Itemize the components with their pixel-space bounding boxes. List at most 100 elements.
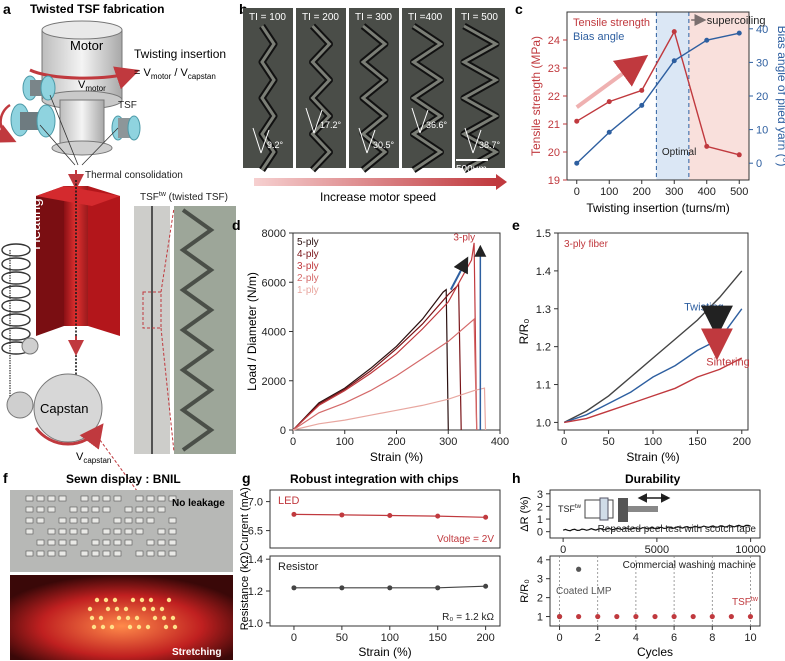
panel-g: g Robust integration with chips 7.0 6.5 LE… [239, 470, 501, 659]
y-bottom-tick-label: 1.0 [248, 618, 263, 630]
y-top-tick-label: 6.5 [248, 526, 263, 538]
twisted-tsf-micrograph: TSFtw (twisted TSF) [99, 191, 236, 496]
series-5-ply [292, 288, 449, 431]
bias-angle-point [736, 30, 742, 36]
tensile-strength-point [736, 152, 742, 158]
led-chip [102, 550, 111, 557]
led-chip [91, 506, 100, 513]
x-tick-label: 50 [602, 436, 614, 448]
led-light [91, 624, 97, 630]
led-point [291, 511, 297, 517]
tensile-strength-point [671, 29, 677, 35]
capstan-label: Capstan [40, 401, 88, 416]
panel-b-tiles: TI = 100 9.2° TI = 200 17.2° TI = 300 30.5° TI… [243, 8, 505, 174]
bias-angle-label: 36.6° [426, 120, 448, 130]
led-chip [168, 528, 177, 535]
peel-test-trace [562, 524, 751, 532]
tsf-point [671, 613, 677, 620]
led-chip [25, 506, 34, 513]
led-chip [124, 539, 133, 546]
bias-angle-point [671, 58, 677, 64]
led-chip [36, 539, 45, 546]
x-bottom-tick-label: 8 [709, 632, 715, 644]
led-chip [168, 495, 177, 502]
vmotor-v: V [78, 79, 86, 91]
tsf-point [576, 613, 582, 620]
x-tick-label: 200 [476, 632, 494, 644]
y-top-tick-label: 3 [537, 489, 543, 501]
bias-angle-label: 17.2° [320, 120, 342, 130]
tsf-point [652, 613, 658, 620]
led-chip [157, 539, 166, 546]
y-tick-label: 4000 [262, 327, 286, 339]
y-bottom-tick-label: 1 [537, 612, 543, 624]
y-top-axis-label: ΔR (%) [519, 496, 531, 531]
photo-stretching [10, 575, 233, 660]
led-chip [113, 550, 122, 557]
tsf-point [556, 613, 563, 620]
tsf-label: TSF [118, 100, 137, 111]
angle-marker [464, 127, 482, 154]
led-chip [80, 495, 89, 502]
led-light [170, 615, 176, 621]
led-light [112, 597, 118, 603]
panel-letter-f: f [3, 470, 8, 486]
tensile-strength-point [639, 87, 645, 93]
x-tick-label: 100 [644, 436, 662, 448]
bias-angle-point [574, 160, 580, 166]
y-bottom-tick-label: 2 [537, 593, 543, 605]
bias-angle-point [606, 129, 612, 135]
y-top-tick-label: 2 [537, 501, 543, 513]
resistor-point [387, 585, 393, 591]
tsf-point [614, 613, 620, 620]
tsf-point [595, 613, 601, 620]
y-tick-label: 1.2 [536, 342, 551, 354]
series-line [563, 270, 743, 424]
led-light [127, 624, 133, 630]
led-light [130, 597, 136, 603]
coated-lmp-point [576, 566, 582, 572]
led-chip [157, 550, 166, 557]
led-chip [102, 506, 111, 513]
y-right-tick-label: 0 [756, 158, 762, 170]
led-chip [124, 517, 133, 524]
led-chip [102, 528, 111, 535]
chart-g-top-frame [269, 489, 501, 549]
led-light [161, 615, 167, 621]
tsf-point [690, 613, 696, 620]
resistor-label: Resistor [278, 561, 319, 573]
y-right-tick-label: 30 [756, 57, 768, 69]
twist-insertion-label: TI = 500 [461, 12, 498, 23]
bias-angle-point [704, 37, 710, 43]
led-light [100, 624, 106, 630]
chart-h-top-frame [549, 489, 761, 539]
y-bottom-axis-label: R/R₀ [519, 579, 531, 603]
twisted-rest: (twisted TSF) [166, 192, 228, 203]
legend-tensile: Tensile strength [573, 17, 650, 29]
led-chip [36, 506, 45, 513]
bias-angle-point [639, 102, 645, 108]
led-light [125, 615, 131, 621]
chart-c: 0 100 200 300 400 500 19 20 21 22 23 24 0 10 20 30 40sup… [529, 11, 785, 215]
svg-text:TSFtw (twisted TSF): TSFtw (twisted TSF) [140, 191, 228, 203]
x-tick-label: 0 [290, 436, 296, 448]
legend-entry: 1-ply [297, 285, 319, 296]
yarn-highlight [360, 24, 388, 172]
led-chip [168, 550, 177, 557]
y-tick-label: 1.1 [536, 380, 551, 392]
scale-bar-label: 500μm [456, 164, 487, 175]
tsf-point [728, 613, 734, 620]
led-chip [58, 550, 67, 557]
legend-bias: Bias angle [573, 31, 624, 43]
led-light [114, 606, 120, 612]
x-tick-label: 0 [561, 436, 567, 448]
led-light [109, 624, 115, 630]
legend-entry: 2-ply [297, 273, 319, 284]
yarn-highlight [460, 24, 500, 172]
x-bottom-tick-label: 4 [633, 632, 639, 644]
legend-entry: 4-ply [297, 249, 319, 260]
y-axis-label: R/R₀ [517, 319, 531, 345]
led-chip [102, 539, 111, 546]
